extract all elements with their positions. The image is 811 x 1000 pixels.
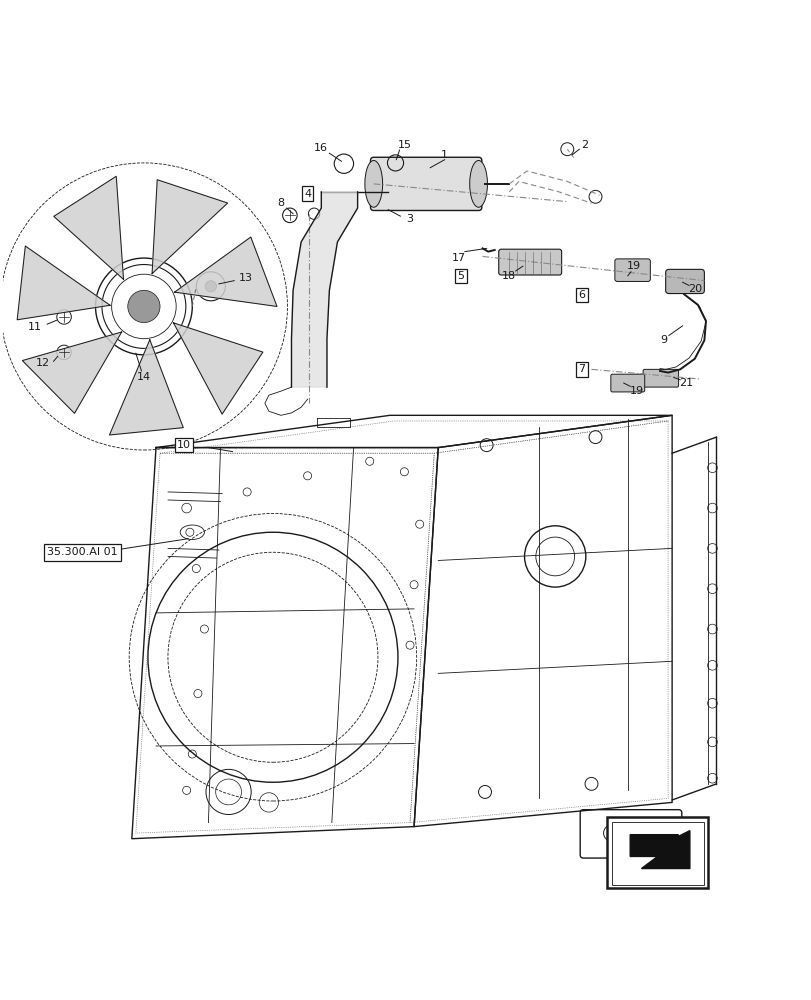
- Ellipse shape: [469, 160, 487, 207]
- Polygon shape: [17, 246, 110, 320]
- Text: 12: 12: [36, 358, 50, 368]
- Text: 20: 20: [687, 284, 701, 294]
- Text: 19: 19: [629, 386, 643, 396]
- Text: 8: 8: [277, 198, 284, 208]
- Text: 1: 1: [440, 150, 448, 160]
- Text: 4: 4: [303, 189, 311, 199]
- Polygon shape: [23, 332, 122, 413]
- Text: 18: 18: [501, 271, 516, 281]
- Text: 17: 17: [451, 253, 465, 263]
- Polygon shape: [291, 192, 357, 387]
- Text: 3: 3: [406, 214, 413, 224]
- FancyBboxPatch shape: [642, 369, 678, 387]
- Text: 14: 14: [137, 372, 151, 382]
- Text: 19: 19: [625, 261, 640, 271]
- Text: 13: 13: [239, 273, 253, 283]
- Text: 16: 16: [313, 143, 327, 153]
- FancyBboxPatch shape: [610, 374, 644, 392]
- Circle shape: [127, 290, 160, 323]
- FancyBboxPatch shape: [498, 249, 561, 275]
- Polygon shape: [174, 237, 277, 306]
- Polygon shape: [109, 340, 183, 435]
- Polygon shape: [629, 831, 689, 869]
- Text: 2: 2: [581, 140, 588, 150]
- Polygon shape: [174, 323, 263, 414]
- Polygon shape: [54, 176, 123, 279]
- Ellipse shape: [364, 160, 382, 207]
- Text: 6: 6: [577, 290, 585, 300]
- FancyBboxPatch shape: [370, 157, 481, 210]
- Text: 7: 7: [577, 364, 585, 374]
- Text: 9: 9: [659, 335, 667, 345]
- FancyBboxPatch shape: [665, 269, 703, 294]
- Text: 15: 15: [397, 140, 411, 150]
- Text: 11: 11: [28, 322, 42, 332]
- Text: 21: 21: [679, 378, 693, 388]
- FancyBboxPatch shape: [614, 259, 650, 281]
- Text: 5: 5: [457, 271, 464, 281]
- Polygon shape: [152, 180, 227, 274]
- FancyBboxPatch shape: [606, 817, 707, 888]
- Circle shape: [205, 281, 217, 292]
- Text: 35.300.AI 01: 35.300.AI 01: [47, 547, 118, 557]
- Text: 10: 10: [177, 440, 191, 450]
